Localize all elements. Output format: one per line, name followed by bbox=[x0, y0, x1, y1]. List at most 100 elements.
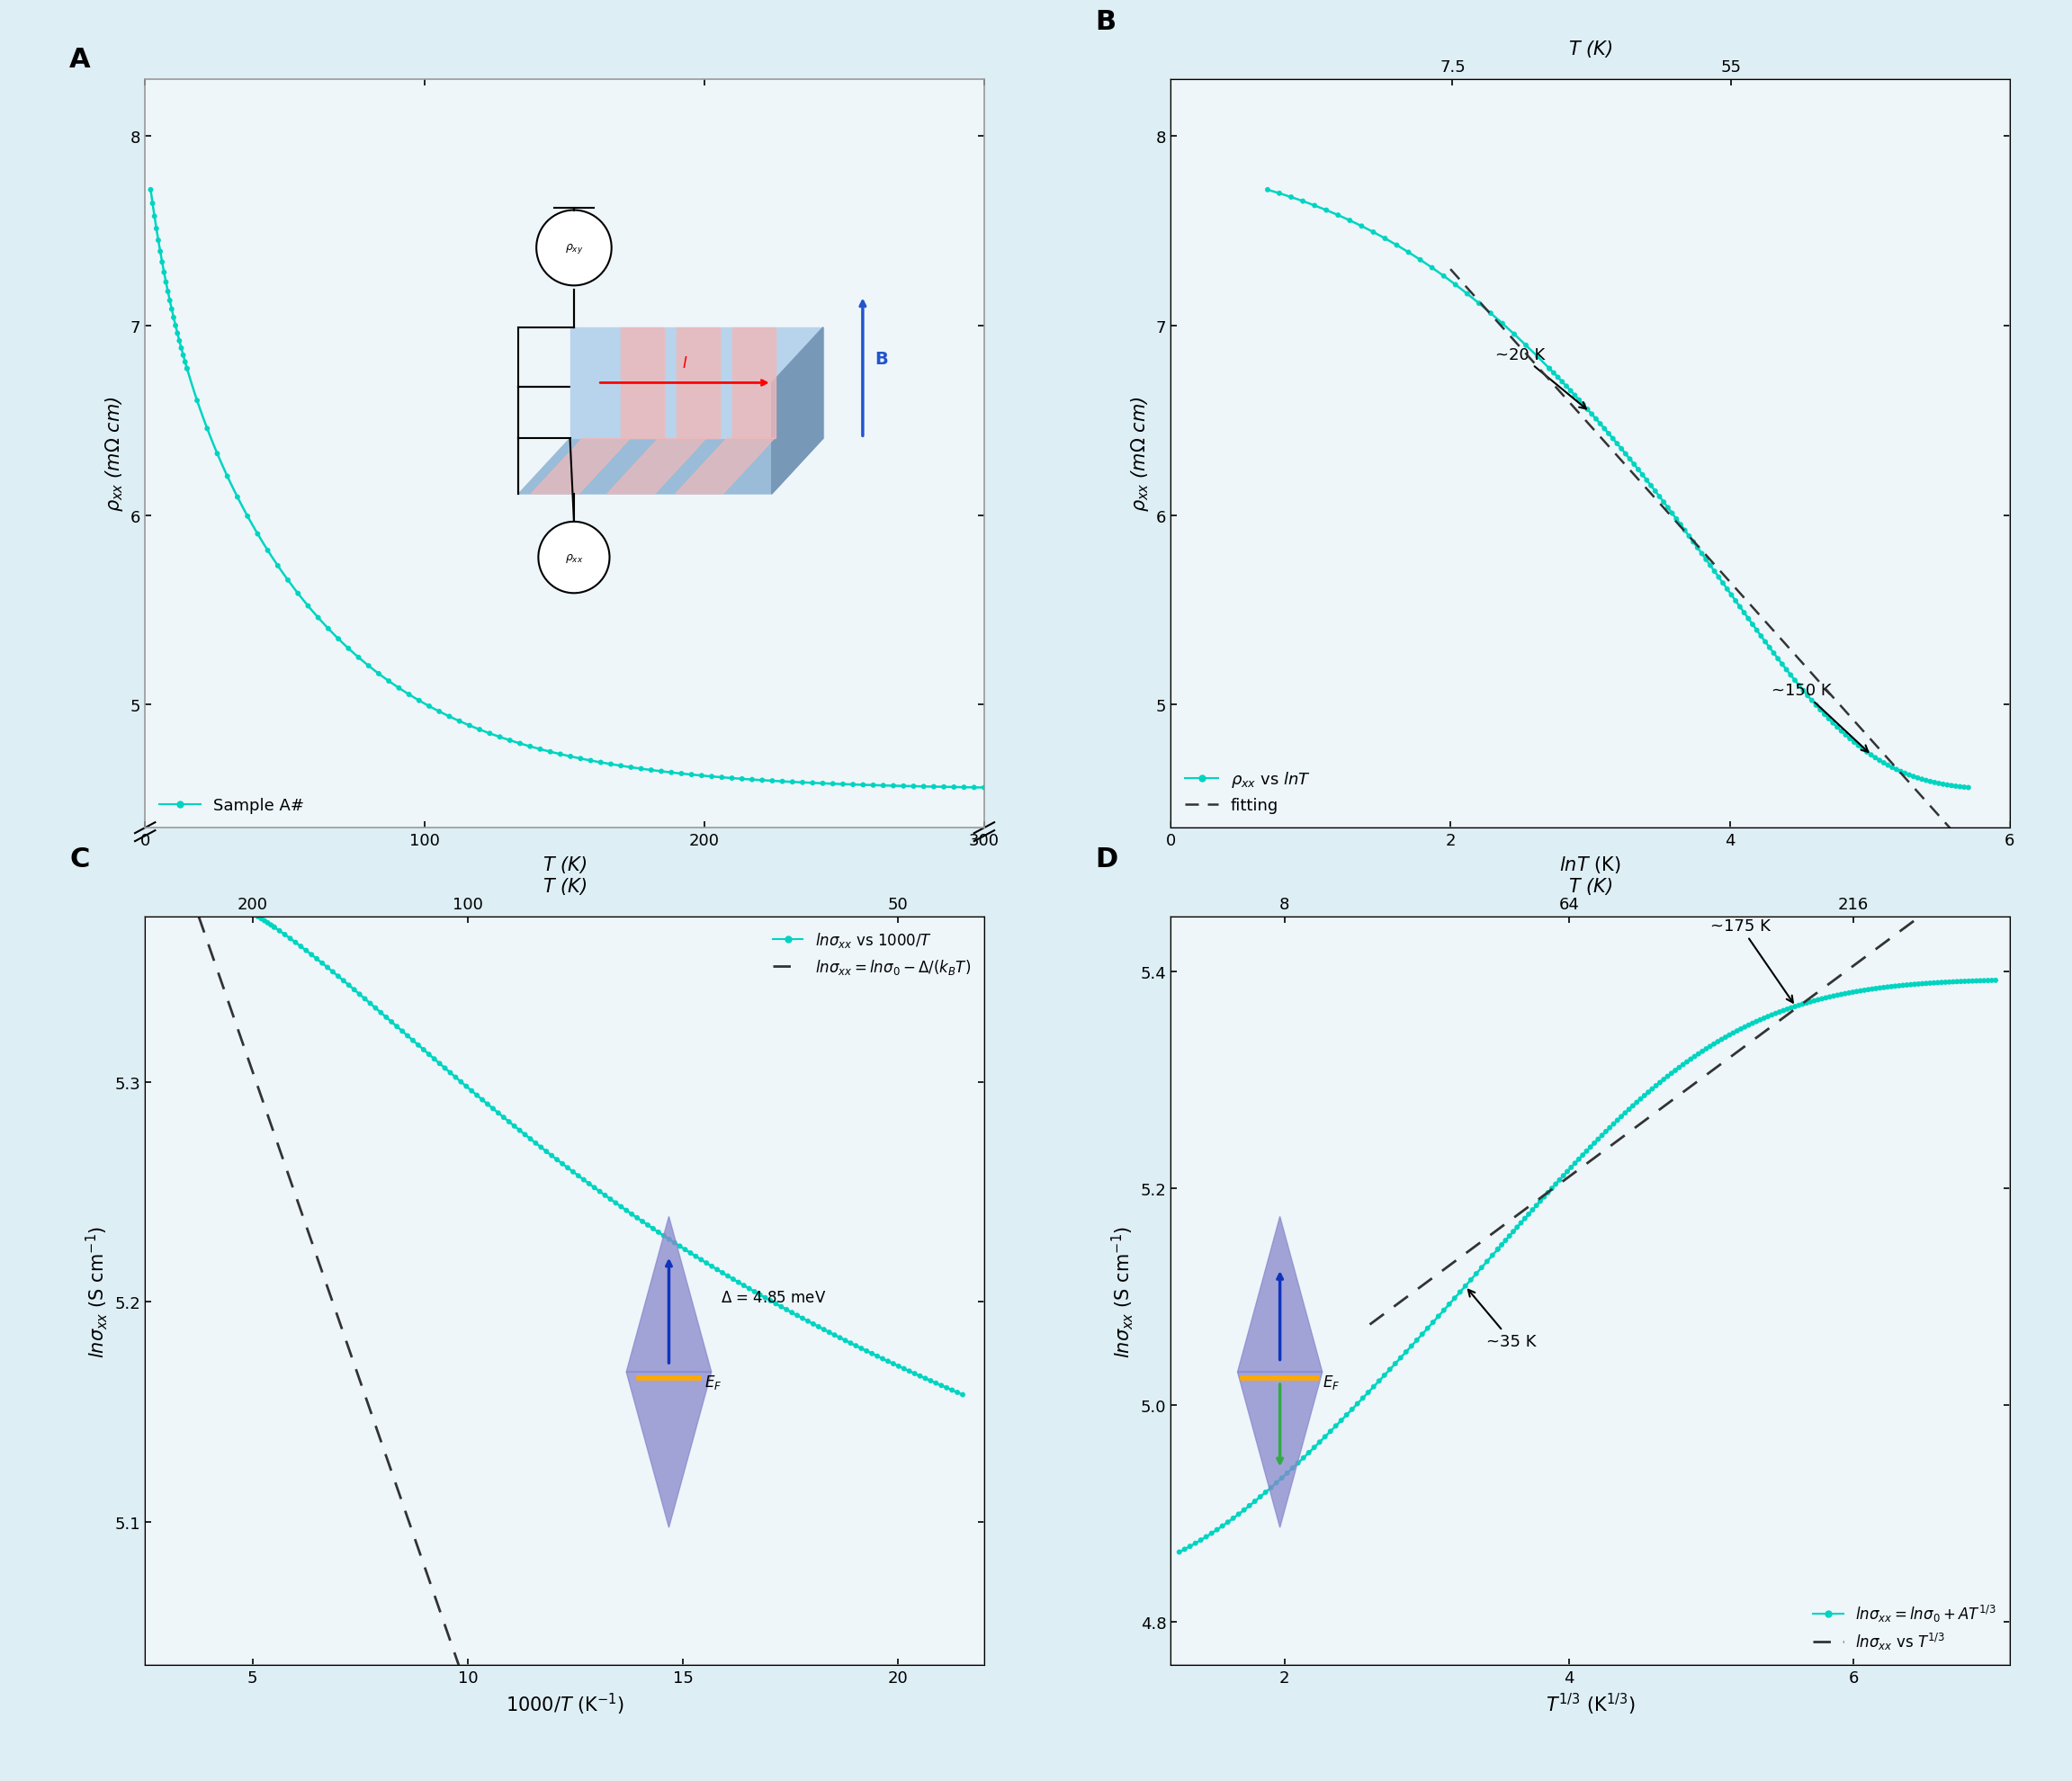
Point bbox=[1475, 1241, 1508, 1270]
Text: B: B bbox=[1096, 9, 1117, 36]
Point bbox=[1169, 1535, 1202, 1564]
Point bbox=[433, 1058, 466, 1086]
Point bbox=[1923, 769, 1956, 798]
Point bbox=[166, 871, 199, 899]
Point bbox=[1513, 1200, 1546, 1229]
Point bbox=[1633, 1078, 1666, 1106]
Point bbox=[717, 1265, 750, 1293]
Point bbox=[1765, 650, 1798, 679]
Point bbox=[257, 914, 290, 942]
Point bbox=[1948, 967, 1981, 996]
Y-axis label: $\rho_{xx}$ (m$\Omega$ cm): $\rho_{xx}$ (m$\Omega$ cm) bbox=[1129, 397, 1150, 511]
X-axis label: $T$ (K): $T$ (K) bbox=[543, 853, 586, 874]
Point bbox=[1863, 746, 1896, 775]
Point bbox=[748, 1284, 781, 1313]
Point bbox=[1736, 1010, 1769, 1038]
Point bbox=[908, 773, 941, 801]
Point bbox=[1838, 728, 1871, 757]
Point bbox=[1610, 440, 1643, 468]
Point bbox=[1701, 563, 1734, 591]
Point bbox=[477, 1095, 510, 1124]
Point bbox=[348, 985, 381, 1013]
Point bbox=[383, 675, 416, 703]
Point bbox=[166, 342, 199, 370]
Point bbox=[1212, 1509, 1245, 1537]
Point bbox=[725, 766, 758, 794]
Point bbox=[1834, 725, 1867, 753]
Point bbox=[924, 1371, 957, 1400]
Point bbox=[1266, 1464, 1299, 1492]
Point bbox=[332, 971, 365, 999]
Point bbox=[197, 880, 230, 908]
Point bbox=[588, 1181, 622, 1209]
Point bbox=[1374, 1355, 1407, 1384]
Point bbox=[354, 990, 387, 1019]
Point bbox=[872, 1346, 905, 1375]
Point bbox=[1786, 990, 1819, 1019]
Point bbox=[1906, 971, 1939, 999]
Point bbox=[267, 921, 300, 949]
Point bbox=[632, 1211, 665, 1240]
Point bbox=[261, 552, 294, 581]
Point bbox=[1546, 369, 1579, 397]
Point bbox=[487, 1104, 520, 1133]
X-axis label: $1000/T$ (K$^{-1}$): $1000/T$ (K$^{-1}$) bbox=[506, 1690, 624, 1717]
Point bbox=[564, 744, 597, 773]
Point bbox=[1724, 593, 1757, 622]
Point bbox=[876, 771, 910, 800]
Point bbox=[1635, 1076, 1668, 1104]
Point bbox=[914, 1366, 947, 1395]
Point bbox=[145, 249, 178, 278]
Point bbox=[941, 1378, 974, 1407]
Point bbox=[1941, 967, 1975, 996]
Point bbox=[1647, 1065, 1680, 1094]
Point bbox=[1910, 766, 1944, 794]
Point bbox=[535, 1142, 568, 1170]
Point bbox=[222, 892, 255, 921]
Point bbox=[1798, 691, 1832, 720]
Point bbox=[1705, 1026, 1738, 1054]
Point bbox=[524, 1133, 557, 1161]
Point bbox=[1693, 1033, 1726, 1061]
Point bbox=[1830, 721, 1863, 750]
Point bbox=[775, 1298, 808, 1327]
Point bbox=[220, 890, 253, 919]
Point bbox=[456, 1078, 489, 1106]
Point bbox=[1492, 1222, 1525, 1250]
Point bbox=[1863, 974, 1896, 1003]
Point bbox=[1643, 1069, 1676, 1097]
Point bbox=[1566, 1142, 1600, 1170]
Point bbox=[1554, 1154, 1587, 1183]
Point bbox=[829, 1327, 862, 1355]
X-axis label: $lnT$ (K): $lnT$ (K) bbox=[1560, 853, 1620, 874]
Point bbox=[1859, 744, 1892, 773]
Point bbox=[1162, 1539, 1196, 1567]
Point bbox=[1896, 762, 1929, 791]
Point bbox=[305, 949, 338, 978]
Point bbox=[553, 743, 586, 771]
Point bbox=[1964, 967, 1997, 996]
Point bbox=[1498, 321, 1531, 349]
Point bbox=[317, 958, 350, 987]
Point bbox=[454, 712, 487, 741]
Point bbox=[1521, 344, 1554, 372]
Point bbox=[1357, 1373, 1390, 1402]
Point bbox=[1890, 971, 1923, 999]
Point bbox=[1879, 755, 1912, 784]
Point bbox=[1714, 1021, 1747, 1049]
Point bbox=[472, 720, 506, 748]
Point bbox=[363, 661, 396, 689]
Point bbox=[903, 1362, 937, 1391]
Point bbox=[1571, 1136, 1604, 1165]
Point bbox=[1307, 1423, 1341, 1452]
Point bbox=[1935, 771, 1968, 800]
Point bbox=[1378, 1350, 1411, 1378]
Point bbox=[274, 924, 307, 953]
Point bbox=[624, 755, 657, 784]
Point bbox=[595, 1184, 628, 1213]
Point bbox=[271, 566, 305, 595]
Point bbox=[1711, 575, 1745, 604]
Point bbox=[535, 737, 568, 766]
Point bbox=[1697, 557, 1730, 586]
Point bbox=[186, 876, 220, 905]
